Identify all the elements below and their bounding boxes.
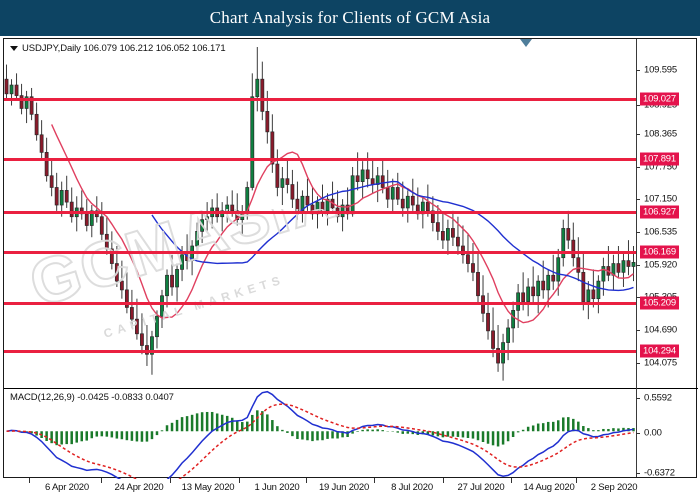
price-tick-label-107.150: 107.150: [644, 193, 677, 205]
macd-tick: [636, 433, 640, 434]
date-label-13-May-2020: 13 May 2020: [181, 482, 235, 493]
header-bar: Chart Analysis for Clients of GCM Asia: [0, 0, 700, 36]
macd-tick: [636, 473, 640, 474]
price-tick: [636, 363, 640, 364]
date-label-8-Jul-2020: 8 Jul 2020: [391, 482, 433, 493]
macd-plot: [6, 390, 635, 479]
sr-line-109.027[interactable]: [4, 98, 636, 101]
macd-legend: MACD(12,26,9) -0.0425 -0.0833 0.0407: [10, 392, 174, 403]
price-tick: [636, 105, 640, 106]
symbol-legend: USDJPY,Daily 106.079 106.212 106.052 106…: [10, 43, 226, 54]
date-tick: [374, 478, 375, 483]
price-tick-label-105.920: 105.920: [644, 259, 677, 271]
chart-frame: GCMASIA CAPITAL MARKETS USDJPY,Daily 106…: [3, 38, 698, 480]
chevron-down-icon[interactable]: [10, 45, 18, 51]
date-tick: [101, 478, 102, 483]
date-tick: [29, 478, 30, 483]
page-title: Chart Analysis for Clients of GCM Asia: [209, 8, 491, 27]
price-tick: [636, 297, 640, 298]
price-badge-106.927[interactable]: 106.927: [640, 205, 679, 219]
sr-line-106.169[interactable]: [4, 251, 636, 254]
sr-line-106.927[interactable]: [4, 211, 636, 214]
price-tick: [636, 199, 640, 200]
sr-line-105.209[interactable]: [4, 302, 636, 305]
date-tick: [511, 478, 512, 483]
date-label-14-Aug-2020: 14 Aug 2020: [523, 482, 575, 493]
price-tick: [636, 330, 640, 331]
date-tick: [576, 478, 577, 483]
price-tick-label-108.365: 108.365: [644, 128, 677, 140]
date-label-6-Apr-2020: 6 Apr 2020: [45, 482, 89, 493]
macd-tick-label-0.5592: 0.5592: [644, 392, 672, 404]
date-tick: [443, 478, 444, 483]
price-axis-rule: [636, 39, 637, 477]
date-label-19-Jun-2020: 19 Jun 2020: [318, 482, 370, 493]
price-tick-label-104.075: 104.075: [644, 357, 677, 369]
date-label-27-Jul-2020: 27 Jul 2020: [457, 482, 505, 493]
price-tick-label-104.690: 104.690: [644, 324, 677, 336]
price-tick: [636, 134, 640, 135]
sr-line-107.891[interactable]: [4, 158, 636, 161]
price-badge-106.169[interactable]: 106.169: [640, 245, 679, 259]
price-badge-104.294[interactable]: 104.294: [640, 344, 679, 358]
date-tick: [170, 478, 171, 483]
date-tick: [239, 478, 240, 483]
price-tick: [636, 167, 640, 168]
price-pane[interactable]: GCMASIA CAPITAL MARKETS USDJPY,Daily 106…: [4, 39, 698, 387]
macd-tick-label-0.00: 0.00: [644, 427, 662, 439]
price-tick-label-109.595: 109.595: [644, 64, 677, 76]
sr-line-104.294[interactable]: [4, 350, 636, 353]
price-tick-label-106.535: 106.535: [644, 226, 677, 238]
price-badge-107.891[interactable]: 107.891: [640, 152, 679, 166]
price-tick-label-107.750: 107.750: [644, 161, 677, 173]
macd-tick-label--0.6372: -0.6372: [644, 467, 675, 479]
date-label-24-Apr-2020: 24 Apr 2020: [114, 482, 164, 493]
price-tick: [636, 70, 640, 71]
price-badge-105.209[interactable]: 105.209: [640, 296, 679, 310]
symbol-legend-text: USDJPY,Daily 106.079 106.212 106.052 106…: [22, 43, 226, 54]
macd-tick: [636, 398, 640, 399]
date-label-2-Sep-2020: 2 Sep 2020: [590, 482, 638, 493]
date-tick: [306, 478, 307, 483]
date-label-1-Jun-2020: 1 Jun 2020: [254, 482, 300, 493]
macd-pane[interactable]: MACD(12,26,9) -0.0425 -0.0833 0.0407: [4, 388, 698, 480]
price-tick: [636, 265, 640, 266]
price-badge-109.027[interactable]: 109.027: [640, 92, 679, 106]
chart-top-marker-icon: [520, 39, 532, 47]
price-tick: [636, 232, 640, 233]
date-axis[interactable]: 6 Apr 2020 24 Apr 2020 13 May 2020 1 Jun 20…: [3, 478, 697, 500]
